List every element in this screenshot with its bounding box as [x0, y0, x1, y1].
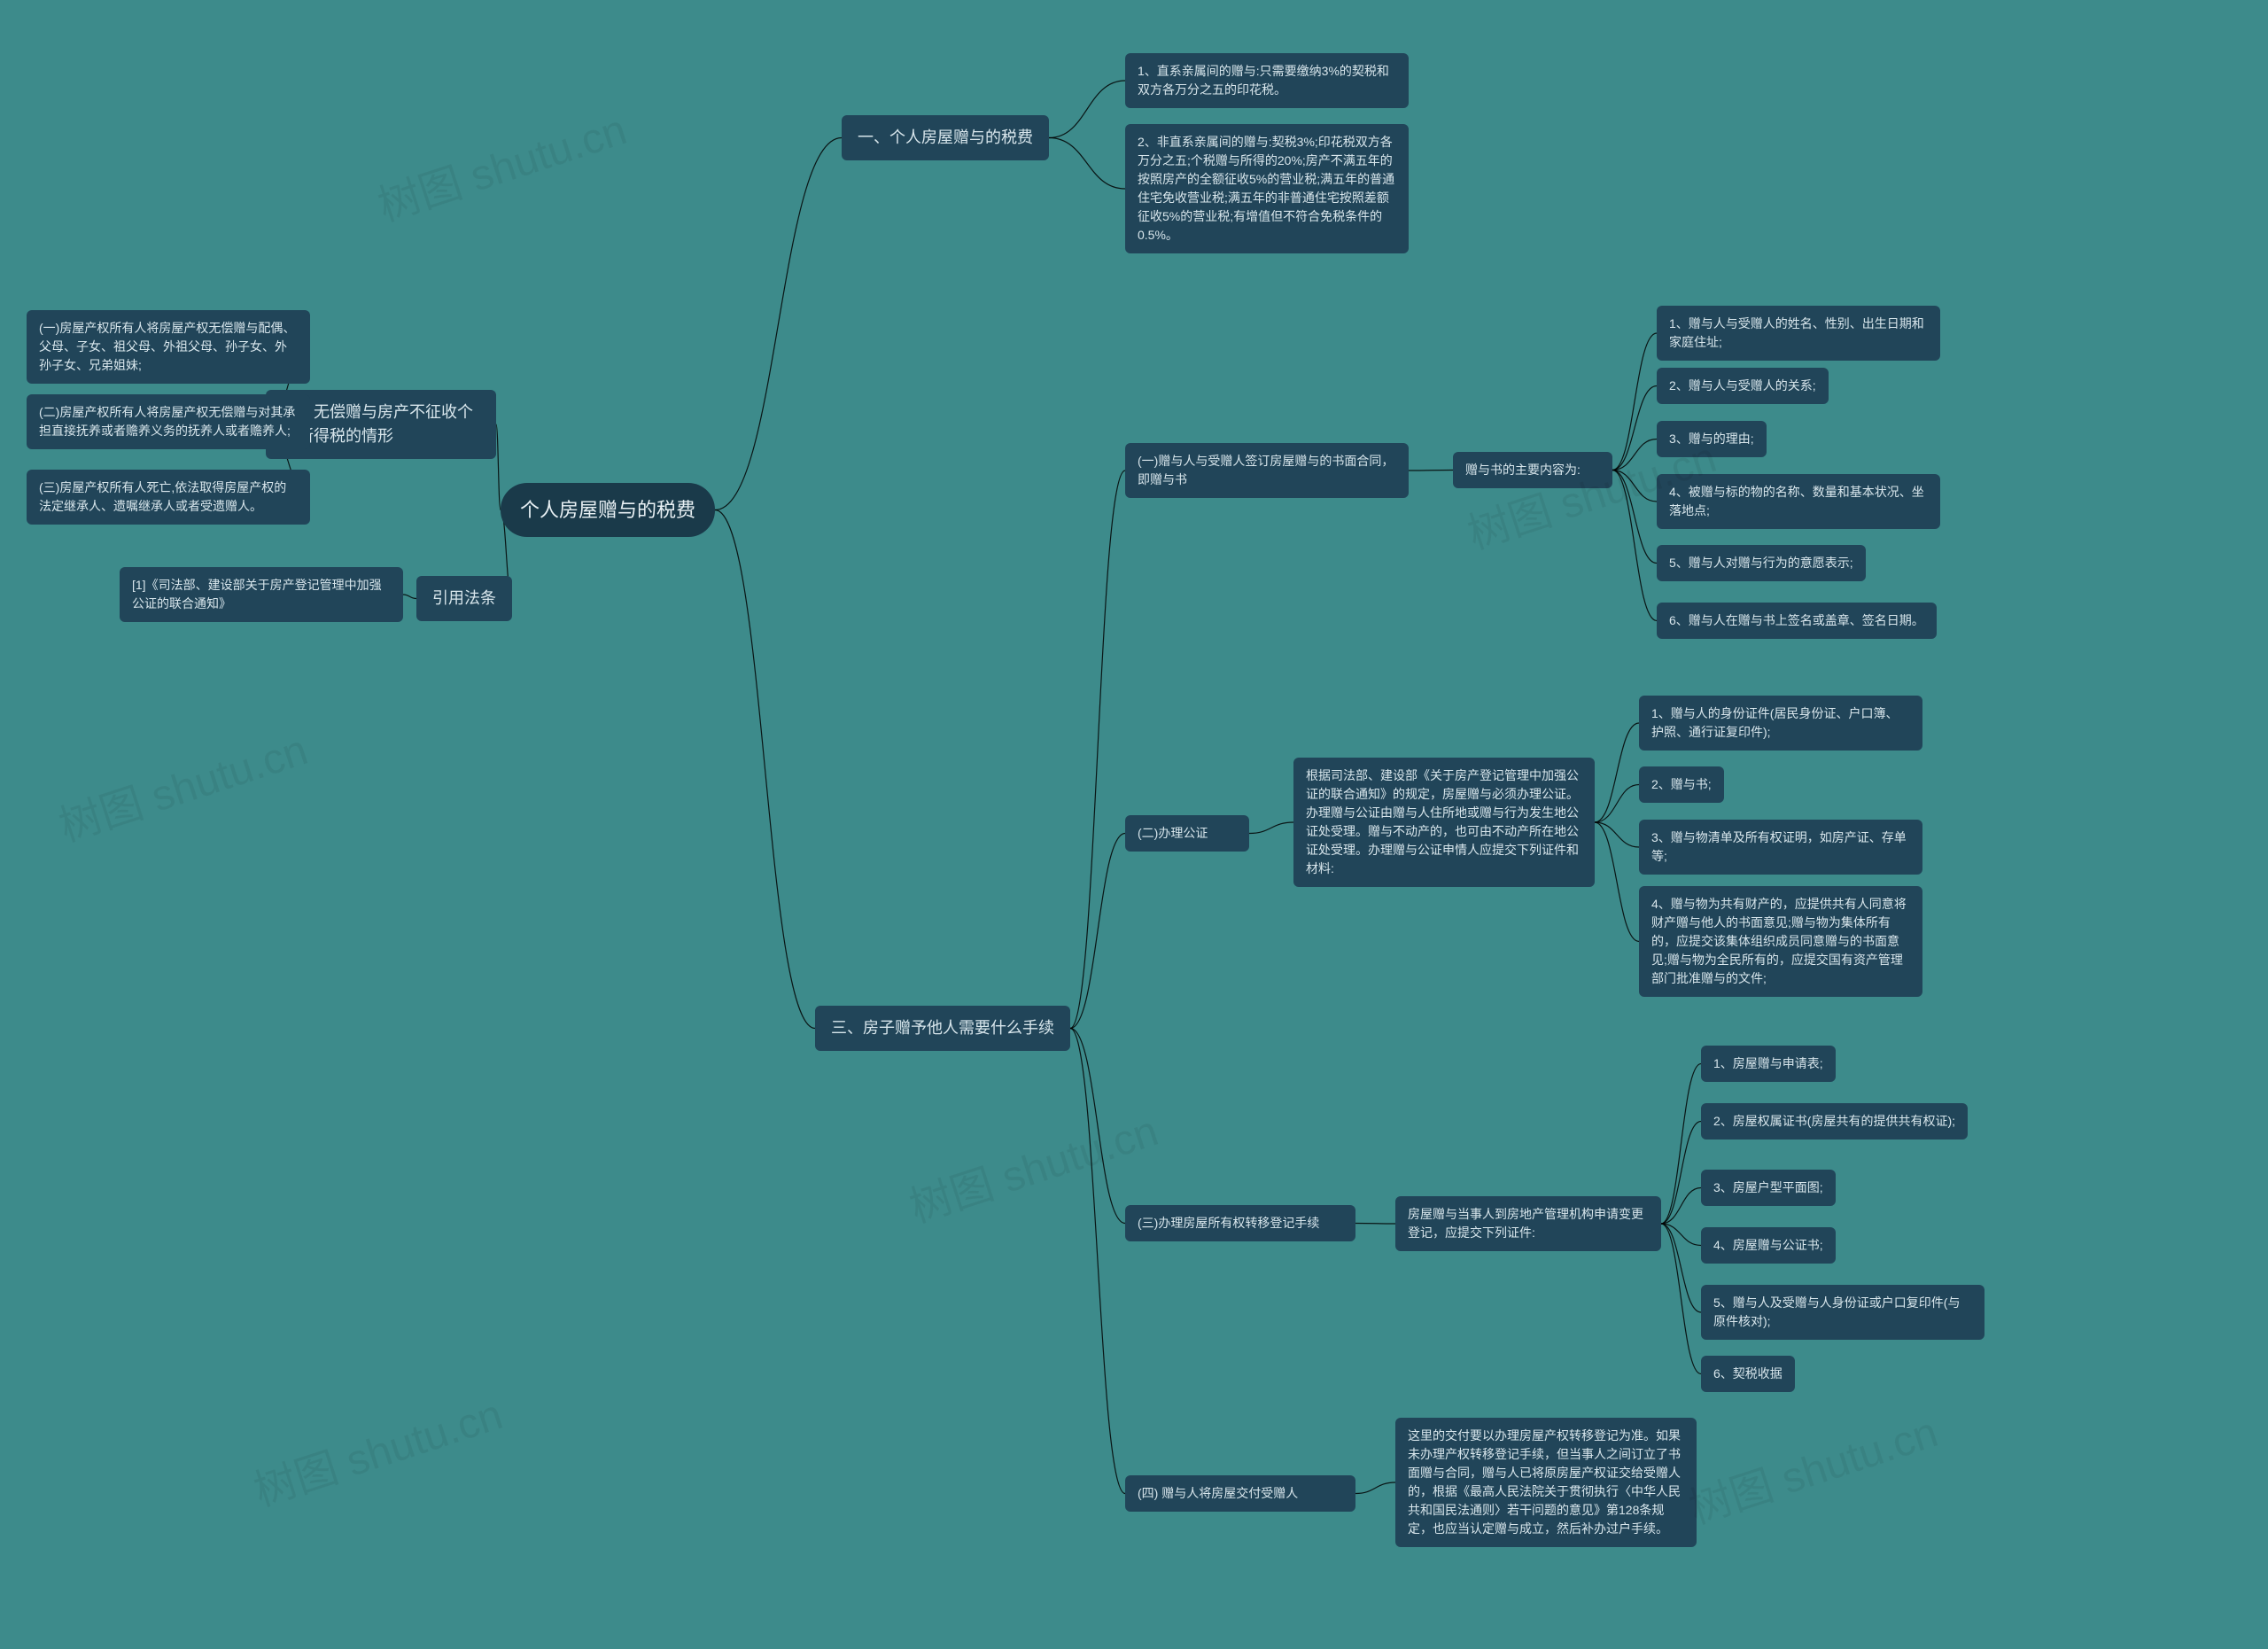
branch-tax: 一、个人房屋赠与的税费 — [842, 115, 1049, 160]
leaf-proc-3a4: 4、房屋赠与公证书; — [1701, 1227, 1836, 1264]
leaf-proc-1a5: 5、赠与人对赠与行为的意愿表示; — [1657, 545, 1866, 581]
leaf-proc-1a3: 3、赠与的理由; — [1657, 421, 1767, 457]
leaf-proc-1a2: 2、赠与人与受赠人的关系; — [1657, 368, 1829, 404]
leaf-proc-3: (三)办理房屋所有权转移登记手续 — [1125, 1205, 1355, 1241]
leaf-tax-2: 2、非直系亲属间的赠与:契税3%;印花税双方各万分之五;个税赠与所得的20%;房… — [1125, 124, 1409, 253]
leaf-ref-1: [1]《司法部、建设部关于房产登记管理中加强公证的联合通知》 — [120, 567, 403, 622]
leaf-proc-2a: 根据司法部、建设部《关于房产登记管理中加强公证的联合通知》的规定，房屋赠与必须办… — [1293, 758, 1595, 887]
leaf-proc-3a: 房屋赠与当事人到房地产管理机构申请变更登记，应提交下列证件: — [1395, 1196, 1661, 1251]
leaf-proc-2: (二)办理公证 — [1125, 815, 1249, 852]
leaf-tax-1: 1、直系亲属间的赠与:只需要缴纳3%的契税和双方各万分之五的印花税。 — [1125, 53, 1409, 108]
leaf-proc-4: (四) 赠与人将房屋交付受赠人 — [1125, 1475, 1355, 1512]
leaf-proc-1: (一)赠与人与受赠人签订房屋赠与的书面合同，即赠与书 — [1125, 443, 1409, 498]
leaf-notax-3: (三)房屋产权所有人死亡,依法取得房屋产权的法定继承人、遗嘱继承人或者受遗赠人。 — [27, 470, 310, 525]
branch-ref: 引用法条 — [416, 576, 512, 621]
leaf-proc-1a1: 1、赠与人与受赠人的姓名、性别、出生日期和家庭住址; — [1657, 306, 1940, 361]
leaf-proc-1a: 赠与书的主要内容为: — [1453, 452, 1612, 488]
leaf-proc-3a2: 2、房屋权属证书(房屋共有的提供共有权证); — [1701, 1103, 1968, 1140]
root-node: 个人房屋赠与的税费 — [501, 483, 715, 537]
leaf-proc-2a1: 1、赠与人的身份证件(居民身份证、户口簿、护照、通行证复印件); — [1639, 696, 1922, 751]
leaf-notax-2: (二)房屋产权所有人将房屋产权无偿赠与对其承担直接抚养或者赡养义务的抚养人或者赡… — [27, 394, 310, 449]
watermark: 树图 shutu.cn — [1680, 1397, 1944, 1536]
leaf-proc-1a4: 4、被赠与标的物的名称、数量和基本状况、坐落地点; — [1657, 474, 1940, 529]
leaf-proc-2a4: 4、赠与物为共有财产的，应提供共有人同意将财产赠与他人的书面意见;赠与物为集体所… — [1639, 886, 1922, 997]
leaf-proc-3a6: 6、契税收据 — [1701, 1356, 1795, 1392]
watermark: 树图 shutu.cn — [245, 1380, 509, 1518]
leaf-proc-3a1: 1、房屋赠与申请表; — [1701, 1046, 1836, 1082]
watermark: 树图 shutu.cn — [369, 95, 633, 233]
leaf-notax-1: (一)房屋产权所有人将房屋产权无偿赠与配偶、父母、子女、祖父母、外祖父母、孙子女… — [27, 310, 310, 384]
leaf-proc-3a5: 5、赠与人及受赠与人身份证或户口复印件(与原件核对); — [1701, 1285, 1984, 1340]
leaf-proc-3a3: 3、房屋户型平面图; — [1701, 1170, 1836, 1206]
leaf-proc-2a2: 2、赠与书; — [1639, 766, 1724, 803]
leaf-proc-4a: 这里的交付要以办理房屋产权转移登记为准。如果未办理产权转移登记手续，但当事人之间… — [1395, 1418, 1697, 1547]
leaf-proc-1a6: 6、赠与人在赠与书上签名或盖章、签名日期。 — [1657, 603, 1937, 639]
watermark: 树图 shutu.cn — [50, 715, 314, 853]
branch-proc: 三、房子赠予他人需要什么手续 — [815, 1006, 1070, 1051]
leaf-proc-2a3: 3、赠与物清单及所有权证明，如房产证、存单等; — [1639, 820, 1922, 875]
